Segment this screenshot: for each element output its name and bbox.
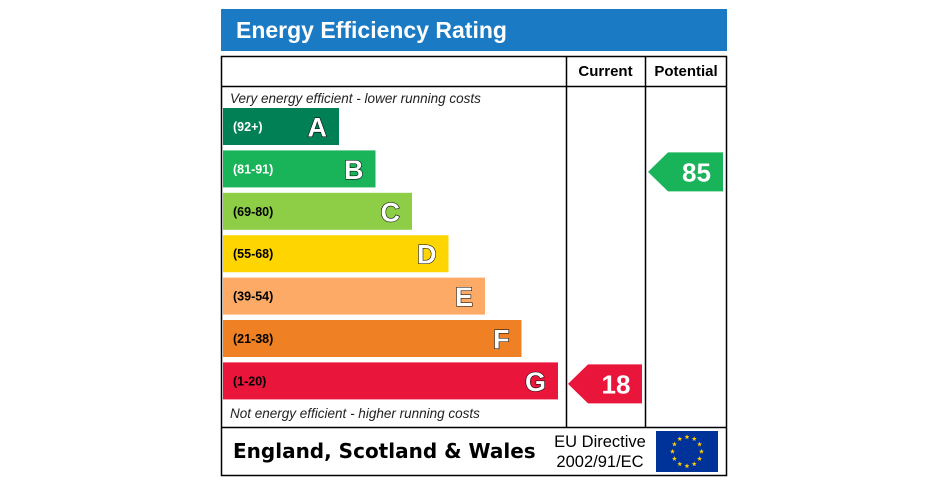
band-a: (92+) A <box>223 108 339 145</box>
chart-frame <box>220 55 728 477</box>
band-e: (39-54) E <box>223 277 485 315</box>
band-f: (21-38) F <box>223 320 522 357</box>
band-letter-d: D <box>417 240 437 270</box>
band-g: (1-20) G <box>223 362 558 400</box>
band-bar-c <box>223 192 412 230</box>
band-d: (55-68) D <box>223 235 449 273</box>
band-bar-b <box>223 150 376 188</box>
footer-directive-line1: EU Directive <box>554 433 646 451</box>
band-letter-c: C <box>381 197 401 227</box>
potential-rating-arrow <box>648 152 723 192</box>
band-bar-g <box>223 362 558 400</box>
band-range-c: (69-80) <box>233 205 273 219</box>
current-rating: 18 <box>568 364 642 404</box>
band-bar-a <box>223 108 339 145</box>
band-range-d: (55-68) <box>233 247 273 261</box>
band-range-e: (39-54) <box>233 290 273 304</box>
band-letter-a: A <box>308 113 328 143</box>
rating-bands: (92+) A (81-91) B (69-80) C (55-68) D (39-54) E (2… <box>223 108 558 400</box>
title-bar <box>221 9 727 51</box>
band-letter-e: E <box>455 282 473 312</box>
current-column-header: Current <box>578 63 632 80</box>
top-note: Very energy efficient - lower running co… <box>230 91 481 106</box>
band-c: (69-80) C <box>223 192 412 230</box>
band-bar-e <box>223 277 485 315</box>
chart-title: Energy Efficiency Rating <box>236 17 507 43</box>
potential-column-header: Potential <box>654 63 717 80</box>
band-bar-d <box>223 235 449 273</box>
potential-rating-value: 85 <box>682 157 711 187</box>
band-range-b: (81-91) <box>233 162 273 176</box>
band-range-g: (1-20) <box>233 374 266 388</box>
band-bar-f <box>223 320 522 357</box>
current-rating-arrow <box>568 364 642 404</box>
band-b: (81-91) B <box>223 150 376 188</box>
band-range-a: (92+) <box>233 120 263 134</box>
band-letter-g: G <box>525 367 546 397</box>
potential-rating: 85 <box>648 152 723 192</box>
band-range-f: (21-38) <box>233 332 273 346</box>
bottom-note: Not energy efficient - higher running co… <box>230 406 480 421</box>
eu-flag-icon <box>656 431 718 472</box>
current-rating-value: 18 <box>602 369 631 399</box>
footer-directive-line2: 2002/91/EC <box>556 453 643 471</box>
band-letter-b: B <box>344 155 364 185</box>
band-letter-f: F <box>493 325 510 355</box>
footer-region: England, Scotland & Wales <box>233 439 536 463</box>
